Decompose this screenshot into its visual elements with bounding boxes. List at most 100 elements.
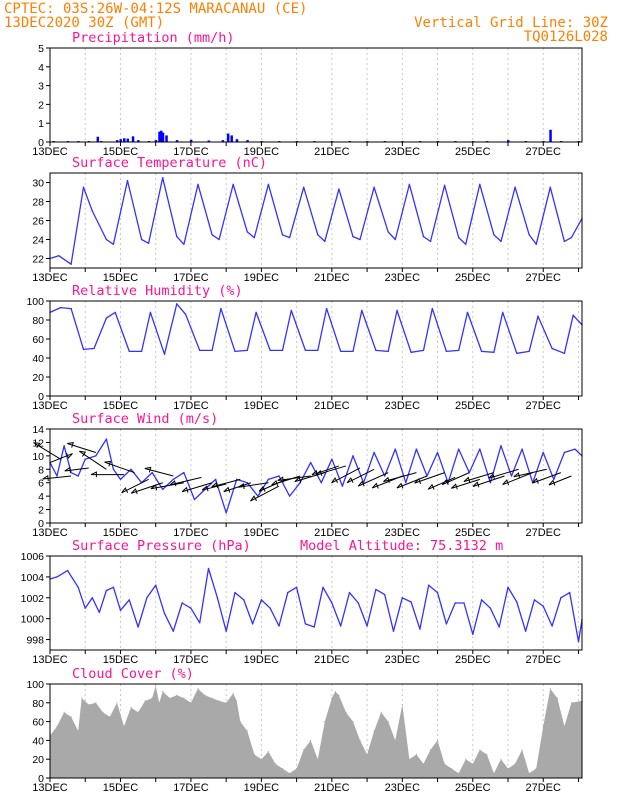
wind-arrow-head — [277, 476, 284, 483]
x-tick-label: 21DEC — [314, 527, 350, 539]
chart-panel-5: 0 20 40 60 80 100 13DEC 15DEC 17DEC 19DEC 21DEC 23D… — [26, 666, 583, 794]
cloud-point — [549, 688, 551, 690]
wind-arrow — [223, 482, 251, 493]
series-point — [410, 601, 412, 603]
series-point — [163, 353, 166, 355]
series-point — [232, 183, 234, 186]
y-tick-label: 8 — [38, 464, 44, 476]
precip-bar — [131, 136, 135, 142]
series-point — [288, 236, 291, 239]
cloud-point — [63, 711, 65, 713]
x-tick-label: 15DEC — [103, 146, 139, 158]
wind-arrow-head — [532, 477, 539, 484]
wind-arrow-head — [396, 482, 404, 489]
x-tick-label: 13DEC — [32, 654, 68, 666]
series-point — [524, 630, 527, 632]
cloud-point — [151, 697, 153, 699]
series-point — [147, 242, 150, 244]
cloud-point — [246, 730, 248, 732]
series-point — [339, 625, 342, 627]
series-point — [98, 611, 101, 614]
series-point — [422, 349, 425, 352]
precip-bar — [175, 140, 179, 142]
x-tick-label: 27DEC — [526, 272, 562, 284]
cloud-point — [436, 739, 439, 742]
series-point — [489, 607, 492, 609]
series-point — [207, 567, 210, 570]
wind-arrow-head — [441, 479, 449, 486]
x-tick-label: 25DEC — [455, 654, 491, 666]
series-point — [146, 597, 148, 599]
series-point — [551, 625, 553, 627]
cloud-point — [493, 772, 495, 774]
series-line — [49, 303, 583, 355]
wind-arrow-head — [472, 481, 480, 488]
y-tick-label: 30 — [32, 178, 44, 190]
cloud-point — [334, 690, 336, 693]
series-point — [243, 599, 245, 601]
y-tick-label: 4 — [38, 62, 44, 74]
series-point — [498, 626, 500, 628]
x-tick-label: 19DEC — [244, 400, 280, 412]
cloud-point — [458, 772, 460, 774]
wind-arrow-head — [414, 477, 422, 484]
series-point — [172, 630, 175, 632]
series-point — [352, 455, 354, 457]
x-tick-label: 19DEC — [244, 527, 280, 539]
series-point — [322, 586, 324, 589]
cloud-point — [267, 751, 270, 753]
series-point — [278, 475, 280, 477]
wind-arrow-head — [357, 480, 365, 487]
x-tick-label: 27DEC — [526, 782, 562, 794]
x-tick-label: 27DEC — [526, 146, 562, 158]
series-line — [49, 177, 583, 265]
series-point — [269, 607, 271, 609]
cloud-point — [236, 700, 238, 702]
wind-arrow — [121, 478, 149, 494]
plot-frame — [49, 683, 583, 779]
precip-bar — [221, 140, 225, 142]
series-point — [410, 351, 412, 353]
series-point — [214, 478, 217, 481]
series-point — [428, 584, 430, 586]
series-point — [162, 488, 164, 491]
cloud-point — [155, 685, 157, 687]
x-tick-label: 19DEC — [244, 782, 280, 794]
wind-arrow — [414, 472, 445, 484]
series-point — [568, 591, 571, 594]
wind-arrow-head — [238, 482, 245, 490]
x-tick-label: 17DEC — [173, 146, 209, 158]
series-point — [211, 349, 213, 352]
y-tick-label: 14 — [32, 424, 44, 436]
series-point — [528, 350, 530, 353]
cloud-point — [70, 716, 72, 718]
series-point — [542, 605, 544, 607]
series-point — [130, 468, 132, 470]
series-point — [225, 512, 227, 514]
x-tick-label: 23DEC — [385, 782, 421, 794]
series-point — [183, 471, 185, 474]
cloud-point — [465, 758, 467, 760]
series-point — [479, 183, 481, 186]
precip-bar — [507, 140, 510, 142]
panel-title: Cloud Cover (%) — [72, 666, 194, 682]
series-point — [361, 309, 363, 312]
cloud-point — [408, 758, 410, 760]
series-point — [500, 445, 502, 447]
wind-arrow — [104, 461, 135, 474]
cloud-point — [137, 711, 139, 713]
cloud-point — [570, 702, 573, 704]
y-tick-label: 1 — [38, 118, 44, 130]
series-point — [77, 586, 79, 589]
x-tick-label: 21DEC — [314, 272, 350, 284]
series-point — [56, 576, 58, 578]
x-tick-label: 25DEC — [455, 782, 491, 794]
series-point — [246, 349, 248, 352]
series-point — [348, 591, 351, 594]
x-tick-label: 27DEC — [526, 527, 562, 539]
series-point — [93, 347, 95, 350]
series-point — [176, 303, 178, 305]
y-tick-label: 20 — [32, 754, 44, 766]
